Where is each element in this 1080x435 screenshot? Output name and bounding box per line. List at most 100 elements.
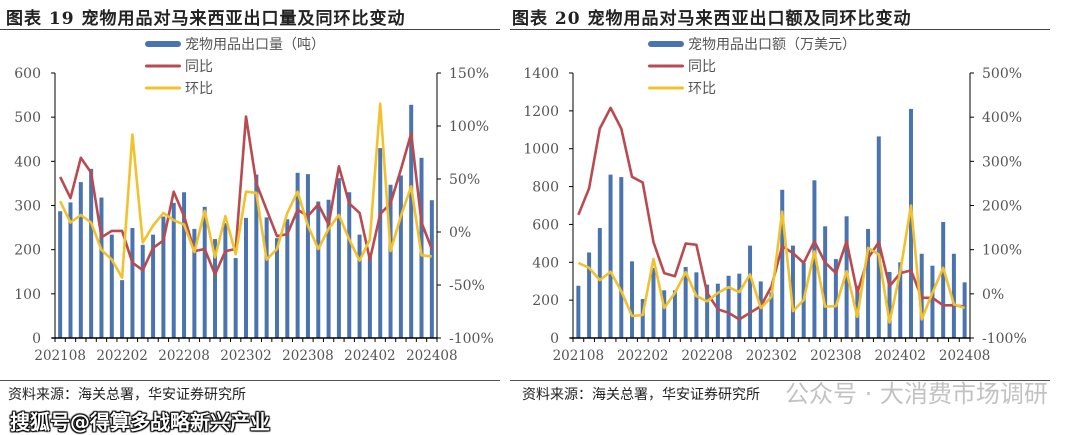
y-tick-label: 500 <box>14 110 41 126</box>
y2-tick-label: 300% <box>982 154 1022 170</box>
bar <box>161 216 166 338</box>
legend-bar-label: 宠物用品出口量（吨） <box>185 37 325 53</box>
x-tick-label: 202208 <box>158 348 210 364</box>
x-tick-label: 202202 <box>96 348 148 364</box>
source-left: 资料来源：海关总署，华安证券研究所 <box>8 387 246 403</box>
bar <box>769 292 774 338</box>
mom-line <box>577 204 966 324</box>
bar <box>597 228 602 338</box>
bar <box>274 238 279 338</box>
y2-tick-label: 400% <box>982 110 1022 126</box>
y-tick-label: 1200 <box>523 104 559 120</box>
y-tick-label: 1400 <box>523 66 559 82</box>
legend-yoy-swatch <box>145 64 181 68</box>
x-tick-label: 202108 <box>553 348 605 364</box>
bar <box>398 175 403 338</box>
mom-line <box>59 102 432 279</box>
bar <box>726 275 731 338</box>
y2-tick-label: 150% <box>449 66 489 82</box>
bar <box>962 282 967 338</box>
bar <box>812 180 817 338</box>
y2-tick-label: 0% <box>449 225 471 241</box>
bar <box>715 283 720 338</box>
bar <box>295 172 300 338</box>
legend-bar-swatch <box>145 41 181 47</box>
y-tick-label: 0 <box>32 331 41 347</box>
bar <box>790 245 795 338</box>
bar <box>866 228 871 338</box>
watermark-bottom: 公众号 · 大消费市场调研 <box>785 380 1048 408</box>
x-tick-label: 202308 <box>282 348 334 364</box>
x-tick-label: 202402 <box>344 348 396 364</box>
y2-tick-label: -50% <box>449 278 485 294</box>
bar <box>576 285 581 338</box>
bar <box>336 178 341 338</box>
y-tick-label: 200 <box>532 293 559 309</box>
chart-left: 0 100 200 300 400 500 600 -100% -50% 0% 50% 100% 150… <box>14 37 494 364</box>
bar <box>192 228 197 338</box>
legend-mom-swatch <box>648 86 684 90</box>
bar <box>316 201 321 338</box>
title-divider-right <box>510 29 1050 30</box>
bar <box>951 253 956 338</box>
bar <box>876 136 881 338</box>
yoy-line <box>59 115 434 276</box>
y2-tick-label: 500% <box>982 66 1022 82</box>
bar <box>694 272 699 338</box>
legend-yoy-label: 同比 <box>688 59 716 75</box>
bar <box>823 226 828 338</box>
source-divider-right <box>510 380 1050 381</box>
x-tick-label: 202108 <box>34 348 86 364</box>
y2-tick-label: 100% <box>449 119 489 135</box>
legend-mom-label: 环比 <box>185 81 213 97</box>
bar <box>429 200 434 338</box>
bar <box>130 228 135 338</box>
bar <box>737 273 742 338</box>
bar <box>640 299 645 338</box>
y2-tick-label: 100% <box>982 243 1022 259</box>
chart-title-right: 图表 20 宠物用品对马来西亚出口额及同环比变动 <box>512 9 912 29</box>
bar <box>844 216 849 338</box>
bar <box>223 223 228 338</box>
bar <box>930 265 935 338</box>
legend-bar-swatch <box>648 41 684 47</box>
chart-right: 0 200 400 600 800 1000 1200 1400 -100% 0% 100% 200%… <box>523 37 1027 364</box>
bar <box>619 177 624 338</box>
y2-tick-label: 50% <box>449 172 480 188</box>
bar <box>630 261 635 338</box>
bar <box>941 221 946 338</box>
bar <box>780 189 785 338</box>
bar <box>213 239 218 338</box>
bar <box>651 267 656 338</box>
y2-tick-label: -100% <box>449 331 494 347</box>
bar <box>357 234 362 338</box>
bar <box>608 174 613 338</box>
bar <box>748 245 753 338</box>
bar <box>233 258 238 338</box>
bar <box>254 174 259 338</box>
bar <box>347 192 352 338</box>
bar <box>89 168 94 338</box>
x-tick-label: 202408 <box>939 348 991 364</box>
y-tick-label: 300 <box>14 199 41 215</box>
bar <box>898 262 903 338</box>
y2-tick-label: -100% <box>982 331 1027 347</box>
y2-tick-label: 0% <box>982 287 1004 303</box>
legend-bar-label: 宠物用品出口额（万美元） <box>688 37 856 53</box>
bar <box>388 184 393 338</box>
x-tick-label: 202202 <box>617 348 669 364</box>
x-tick-label: 202302 <box>220 348 272 364</box>
bar <box>109 234 114 338</box>
x-tick-label: 202408 <box>406 348 458 364</box>
y2-tick-label: 200% <box>982 199 1022 215</box>
legend-mom-label: 环比 <box>688 81 716 97</box>
bar <box>705 284 710 338</box>
bar <box>285 219 290 338</box>
y-tick-label: 400 <box>532 255 559 271</box>
bar <box>378 148 383 338</box>
bar <box>305 174 310 338</box>
bar <box>587 252 592 338</box>
bar <box>264 217 269 338</box>
legend-yoy-swatch <box>648 64 684 68</box>
bar <box>78 182 83 338</box>
